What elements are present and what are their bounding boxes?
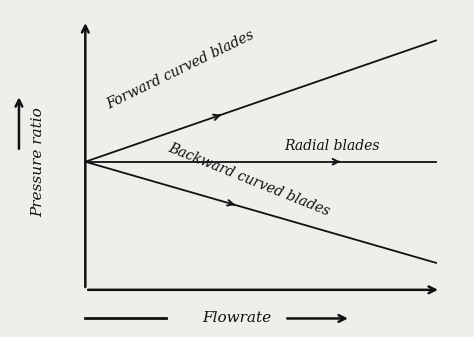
Text: Radial blades: Radial blades [284,139,380,153]
Text: Flowrate: Flowrate [202,311,272,326]
Text: Forward curved blades: Forward curved blades [104,27,256,111]
Text: Pressure ratio: Pressure ratio [31,107,45,217]
Text: Backward curved blades: Backward curved blades [166,141,332,219]
